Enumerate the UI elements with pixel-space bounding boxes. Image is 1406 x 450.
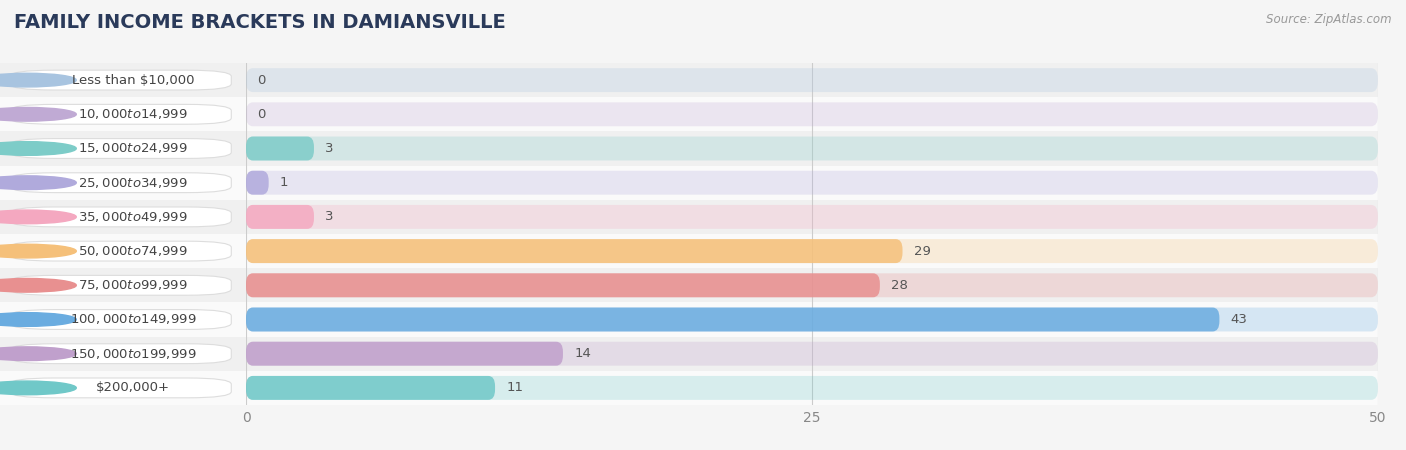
FancyBboxPatch shape [10, 139, 231, 158]
Text: 3: 3 [325, 211, 333, 223]
Text: $15,000 to $24,999: $15,000 to $24,999 [77, 141, 188, 156]
Circle shape [0, 244, 76, 258]
Bar [0, 337, 246, 371]
FancyBboxPatch shape [10, 310, 231, 329]
Bar [0, 268, 246, 302]
Text: $150,000 to $199,999: $150,000 to $199,999 [70, 346, 195, 361]
FancyBboxPatch shape [246, 136, 314, 161]
Circle shape [0, 347, 76, 360]
FancyBboxPatch shape [246, 376, 495, 400]
Bar [0, 234, 246, 268]
FancyBboxPatch shape [10, 378, 231, 398]
FancyBboxPatch shape [246, 205, 1378, 229]
Circle shape [0, 279, 76, 292]
FancyBboxPatch shape [246, 171, 269, 195]
Bar [0, 371, 246, 405]
Bar [246, 268, 1378, 302]
Circle shape [0, 210, 76, 224]
Circle shape [0, 176, 76, 189]
FancyBboxPatch shape [246, 342, 562, 366]
FancyBboxPatch shape [10, 104, 231, 124]
Bar [0, 97, 246, 131]
Text: $200,000+: $200,000+ [96, 382, 170, 394]
FancyBboxPatch shape [10, 207, 231, 227]
Bar [246, 234, 1378, 268]
Bar [246, 337, 1378, 371]
Bar [246, 131, 1378, 166]
Text: 0: 0 [257, 108, 266, 121]
FancyBboxPatch shape [246, 273, 880, 297]
FancyBboxPatch shape [246, 307, 1378, 332]
Text: 14: 14 [574, 347, 591, 360]
FancyBboxPatch shape [246, 102, 1378, 126]
Text: Source: ZipAtlas.com: Source: ZipAtlas.com [1267, 14, 1392, 27]
Text: 28: 28 [891, 279, 908, 292]
Circle shape [0, 142, 76, 155]
Text: $50,000 to $74,999: $50,000 to $74,999 [77, 244, 188, 258]
Bar [246, 200, 1378, 234]
Bar [0, 200, 246, 234]
FancyBboxPatch shape [246, 307, 1219, 332]
Circle shape [0, 108, 76, 121]
FancyBboxPatch shape [246, 273, 1378, 297]
Bar [246, 166, 1378, 200]
Bar [0, 166, 246, 200]
Bar [246, 371, 1378, 405]
Bar [0, 131, 246, 166]
Bar [246, 302, 1378, 337]
FancyBboxPatch shape [246, 239, 1378, 263]
Text: $75,000 to $99,999: $75,000 to $99,999 [77, 278, 188, 293]
FancyBboxPatch shape [246, 376, 1378, 400]
FancyBboxPatch shape [246, 239, 903, 263]
FancyBboxPatch shape [10, 241, 231, 261]
Text: $100,000 to $149,999: $100,000 to $149,999 [70, 312, 195, 327]
FancyBboxPatch shape [246, 342, 1378, 366]
Circle shape [0, 313, 76, 326]
Text: 1: 1 [280, 176, 288, 189]
Text: 29: 29 [914, 245, 931, 257]
FancyBboxPatch shape [10, 275, 231, 295]
FancyBboxPatch shape [246, 68, 1378, 92]
FancyBboxPatch shape [10, 70, 231, 90]
FancyBboxPatch shape [246, 205, 314, 229]
Circle shape [0, 381, 76, 395]
Text: 11: 11 [506, 382, 523, 394]
Text: $25,000 to $34,999: $25,000 to $34,999 [77, 176, 188, 190]
FancyBboxPatch shape [246, 171, 1378, 195]
FancyBboxPatch shape [246, 136, 1378, 161]
FancyBboxPatch shape [10, 173, 231, 193]
Text: 43: 43 [1230, 313, 1247, 326]
Text: FAMILY INCOME BRACKETS IN DAMIANSVILLE: FAMILY INCOME BRACKETS IN DAMIANSVILLE [14, 14, 506, 32]
Bar [246, 63, 1378, 97]
Text: Less than $10,000: Less than $10,000 [72, 74, 194, 86]
FancyBboxPatch shape [10, 344, 231, 364]
Text: $35,000 to $49,999: $35,000 to $49,999 [77, 210, 188, 224]
Bar [0, 63, 246, 97]
Text: 3: 3 [325, 142, 333, 155]
Circle shape [0, 73, 76, 87]
Text: $10,000 to $14,999: $10,000 to $14,999 [77, 107, 188, 122]
Text: 0: 0 [257, 74, 266, 86]
Bar [0, 302, 246, 337]
Bar [246, 97, 1378, 131]
